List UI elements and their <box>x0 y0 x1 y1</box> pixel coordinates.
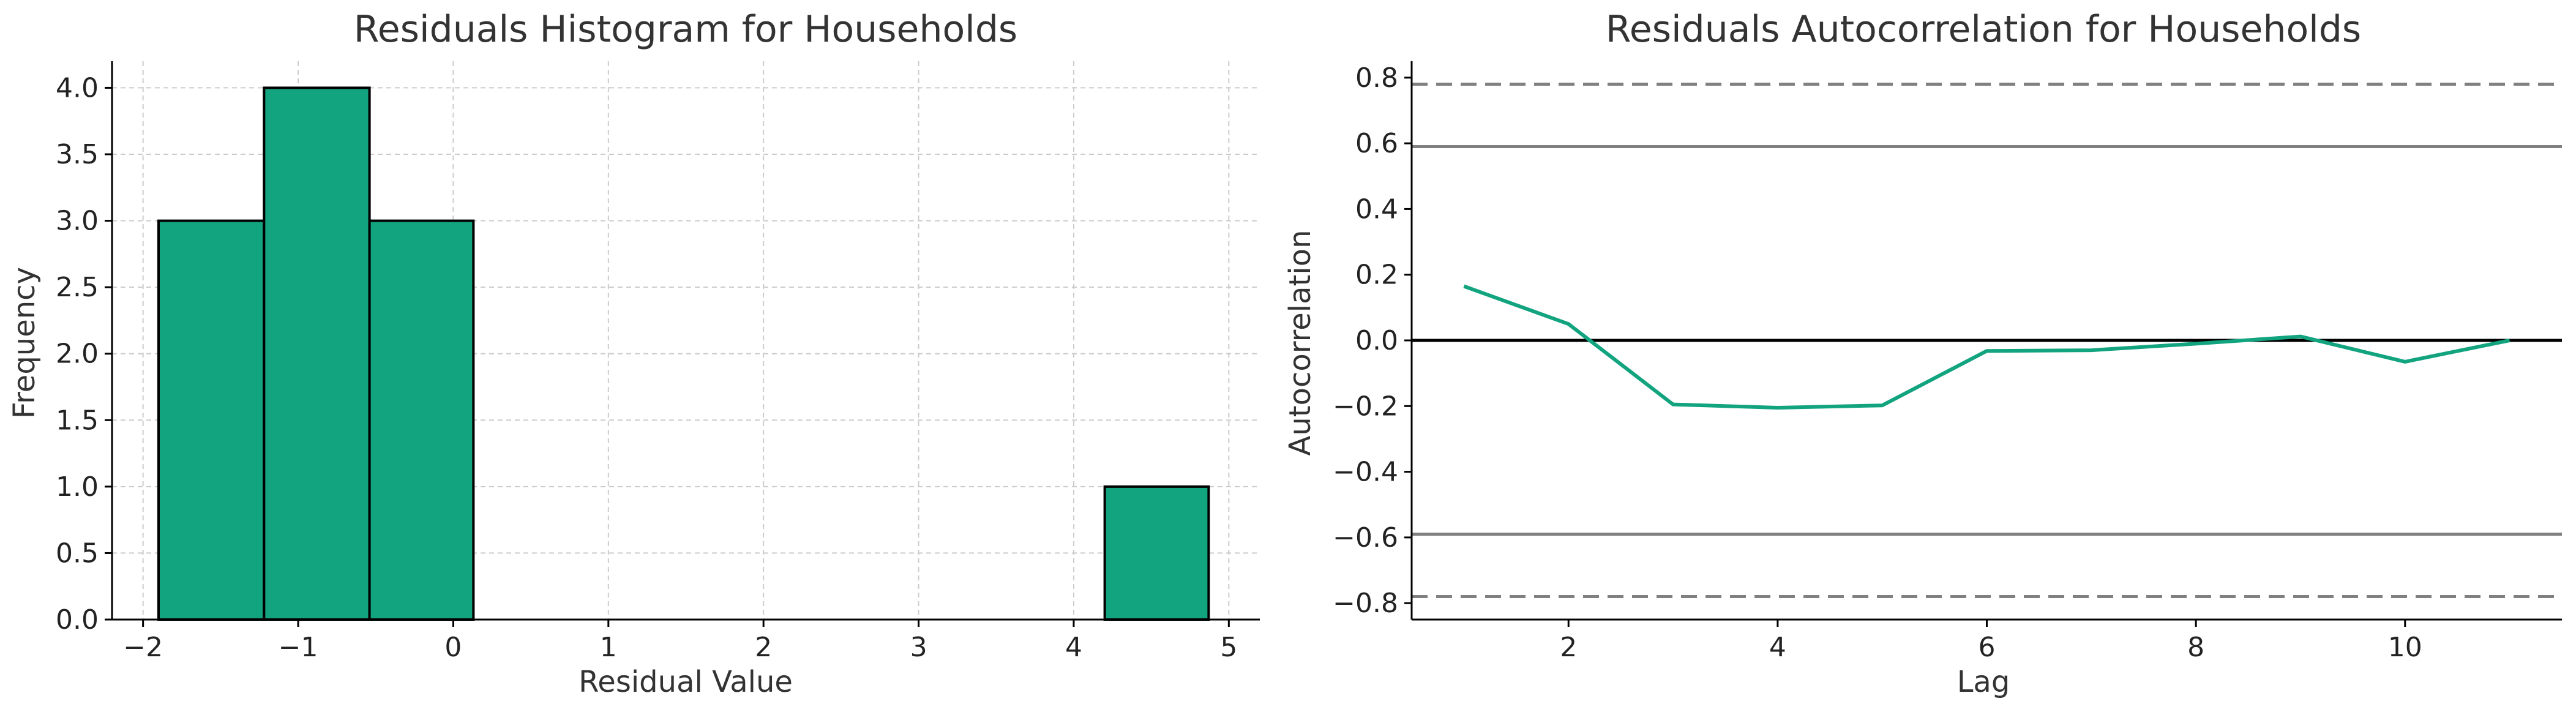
autocorrelation-ytick-label: −0.8 <box>1333 588 1398 619</box>
autocorrelation-title: Residuals Autocorrelation for Households <box>1606 8 2361 51</box>
autocorrelation-xtick-label: 2 <box>1560 632 1577 663</box>
histogram-ytick-label: 2.0 <box>56 339 99 370</box>
histogram-bar <box>1103 485 1210 621</box>
histogram-xtick-label: 3 <box>910 632 927 663</box>
autocorrelation-ytick-label: 0.8 <box>1355 62 1398 94</box>
histogram-ytick-label: 3.0 <box>56 206 99 237</box>
autocorrelation-ytick-label: 0.4 <box>1355 193 1398 225</box>
histogram-bar <box>263 86 371 621</box>
histogram-xtick-label: −2 <box>123 632 163 663</box>
histogram-xtick-label: 0 <box>444 632 462 663</box>
autocorrelation-xtick-label: 10 <box>2388 632 2422 663</box>
autocorrelation-ytick-label: −0.2 <box>1333 391 1398 422</box>
histogram-ytick-label: 0.0 <box>56 604 99 635</box>
autocorrelation-xlabel: Lag <box>1957 665 2010 699</box>
histogram-bars <box>157 86 1210 621</box>
autocorrelation-ticks: 2 4 6 8 10 −0.8 −0.6 −0.4 −0.2 0.0 0.2 0.4 0.6 0.8 <box>1333 62 2422 663</box>
histogram-xtick-label: 4 <box>1065 632 1082 663</box>
histogram-xtick-label: 2 <box>755 632 772 663</box>
autocorrelation-line <box>1463 284 2510 410</box>
histogram-panel: Residuals Histogram for Households −2 −1 0… <box>7 8 1260 699</box>
autocorrelation-ytick-label: 0.6 <box>1355 128 1398 159</box>
autocorrelation-ylabel: Autocorrelation <box>1283 230 1317 456</box>
autocorrelation-xtick-label: 8 <box>2187 632 2204 663</box>
histogram-xtick-label: 1 <box>600 632 617 663</box>
histogram-ytick-label: 1.0 <box>56 471 99 503</box>
histogram-bar <box>157 219 266 621</box>
autocorrelation-reference-lines <box>1412 83 2562 598</box>
histogram-ytick-label: 2.5 <box>56 272 99 303</box>
autocorrelation-ytick-label: −0.4 <box>1333 457 1398 488</box>
histogram-ytick-label: 0.5 <box>56 538 99 569</box>
histogram-xtick-label: −1 <box>279 632 318 663</box>
autocorrelation-ytick-label: −0.6 <box>1333 522 1398 553</box>
autocorrelation-ytick-label: 0.0 <box>1355 325 1398 356</box>
histogram-title: Residuals Histogram for Households <box>354 8 1017 51</box>
histogram-ytick-label: 1.5 <box>56 405 99 436</box>
autocorrelation-ytick-label: 0.2 <box>1355 260 1398 291</box>
histogram-ticks: −2 −1 0 1 2 3 4 5 0.0 0.5 1.0 1.5 2.0 2.5 3.0 3.5 4.0 <box>56 72 1237 663</box>
autocorrelation-xtick-label: 4 <box>1769 632 1786 663</box>
histogram-xlabel: Residual Value <box>578 665 793 699</box>
autocorrelation-xtick-label: 6 <box>1979 632 1996 663</box>
histogram-ytick-label: 4.0 <box>56 72 99 103</box>
autocorrelation-panel: Residuals Autocorrelation for Households… <box>1283 8 2562 699</box>
autocorrelation-series <box>1463 284 2510 410</box>
histogram-ytick-label: 3.5 <box>56 139 99 170</box>
histogram-xtick-label: 5 <box>1220 632 1237 663</box>
histogram-bar <box>368 219 475 621</box>
histogram-ylabel: Frequency <box>7 267 42 419</box>
